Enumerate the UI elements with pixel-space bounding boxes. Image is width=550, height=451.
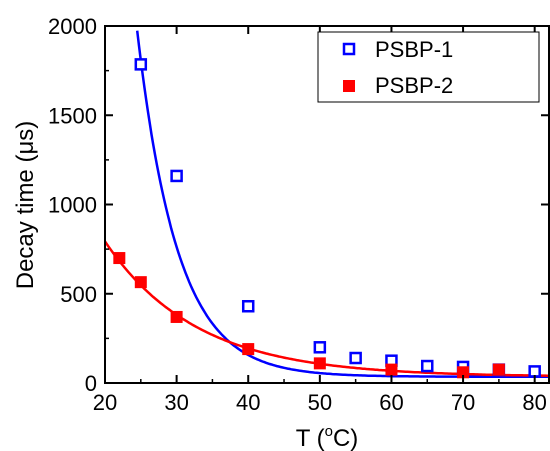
x-tick-label: 80: [522, 390, 546, 415]
x-tick-label: 40: [236, 390, 260, 415]
legend-marker-psbp-2: [343, 80, 355, 92]
data-point-series-1: [134, 58, 148, 71]
x-tick-label: 60: [379, 390, 403, 415]
legend: PSBP-1 PSBP-2: [317, 31, 540, 103]
legend-label-psbp-1: PSBP-1: [375, 37, 453, 62]
data-point-series-2: [457, 366, 470, 379]
data-point-series-1: [349, 351, 362, 365]
y-tick-label: 1000: [48, 193, 97, 218]
data-markers: [113, 58, 541, 379]
data-point-series-2: [113, 252, 126, 265]
data-point-series-1: [528, 365, 541, 378]
data-point-series-1: [241, 299, 255, 313]
data-point-series-2: [170, 310, 183, 323]
data-point-series-2: [385, 363, 398, 376]
legend-marker-psbp-1: [342, 42, 356, 56]
fit-curve-series-2: [103, 240, 549, 377]
y-axis-title: Decay time (μs): [12, 121, 39, 290]
axis-ticks: 20 30 40 50 60 70 80 0 500 1000 1500 2000: [48, 14, 549, 415]
y-tick-label: 1500: [48, 103, 97, 128]
data-point-series-2: [313, 357, 326, 370]
data-point-series-2: [242, 343, 255, 356]
legend-label-psbp-2: PSBP-2: [375, 73, 453, 98]
y-tick-label: 0: [85, 371, 97, 396]
x-axis-title: T (oC): [296, 423, 359, 451]
y-tick-label: 500: [60, 282, 97, 307]
x-tick-label: 30: [164, 390, 188, 415]
y-tick-label: 2000: [48, 14, 97, 39]
data-point-series-2: [492, 363, 505, 376]
data-point-series-1: [421, 359, 434, 373]
data-point-series-1: [170, 169, 183, 183]
x-tick-label: 70: [451, 390, 475, 415]
data-point-series-1: [313, 341, 327, 354]
fit-curve-series-1: [135, 30, 549, 378]
data-point-series-2: [134, 276, 147, 289]
x-tick-label: 50: [308, 390, 332, 415]
x-tick-label: 20: [93, 390, 117, 415]
